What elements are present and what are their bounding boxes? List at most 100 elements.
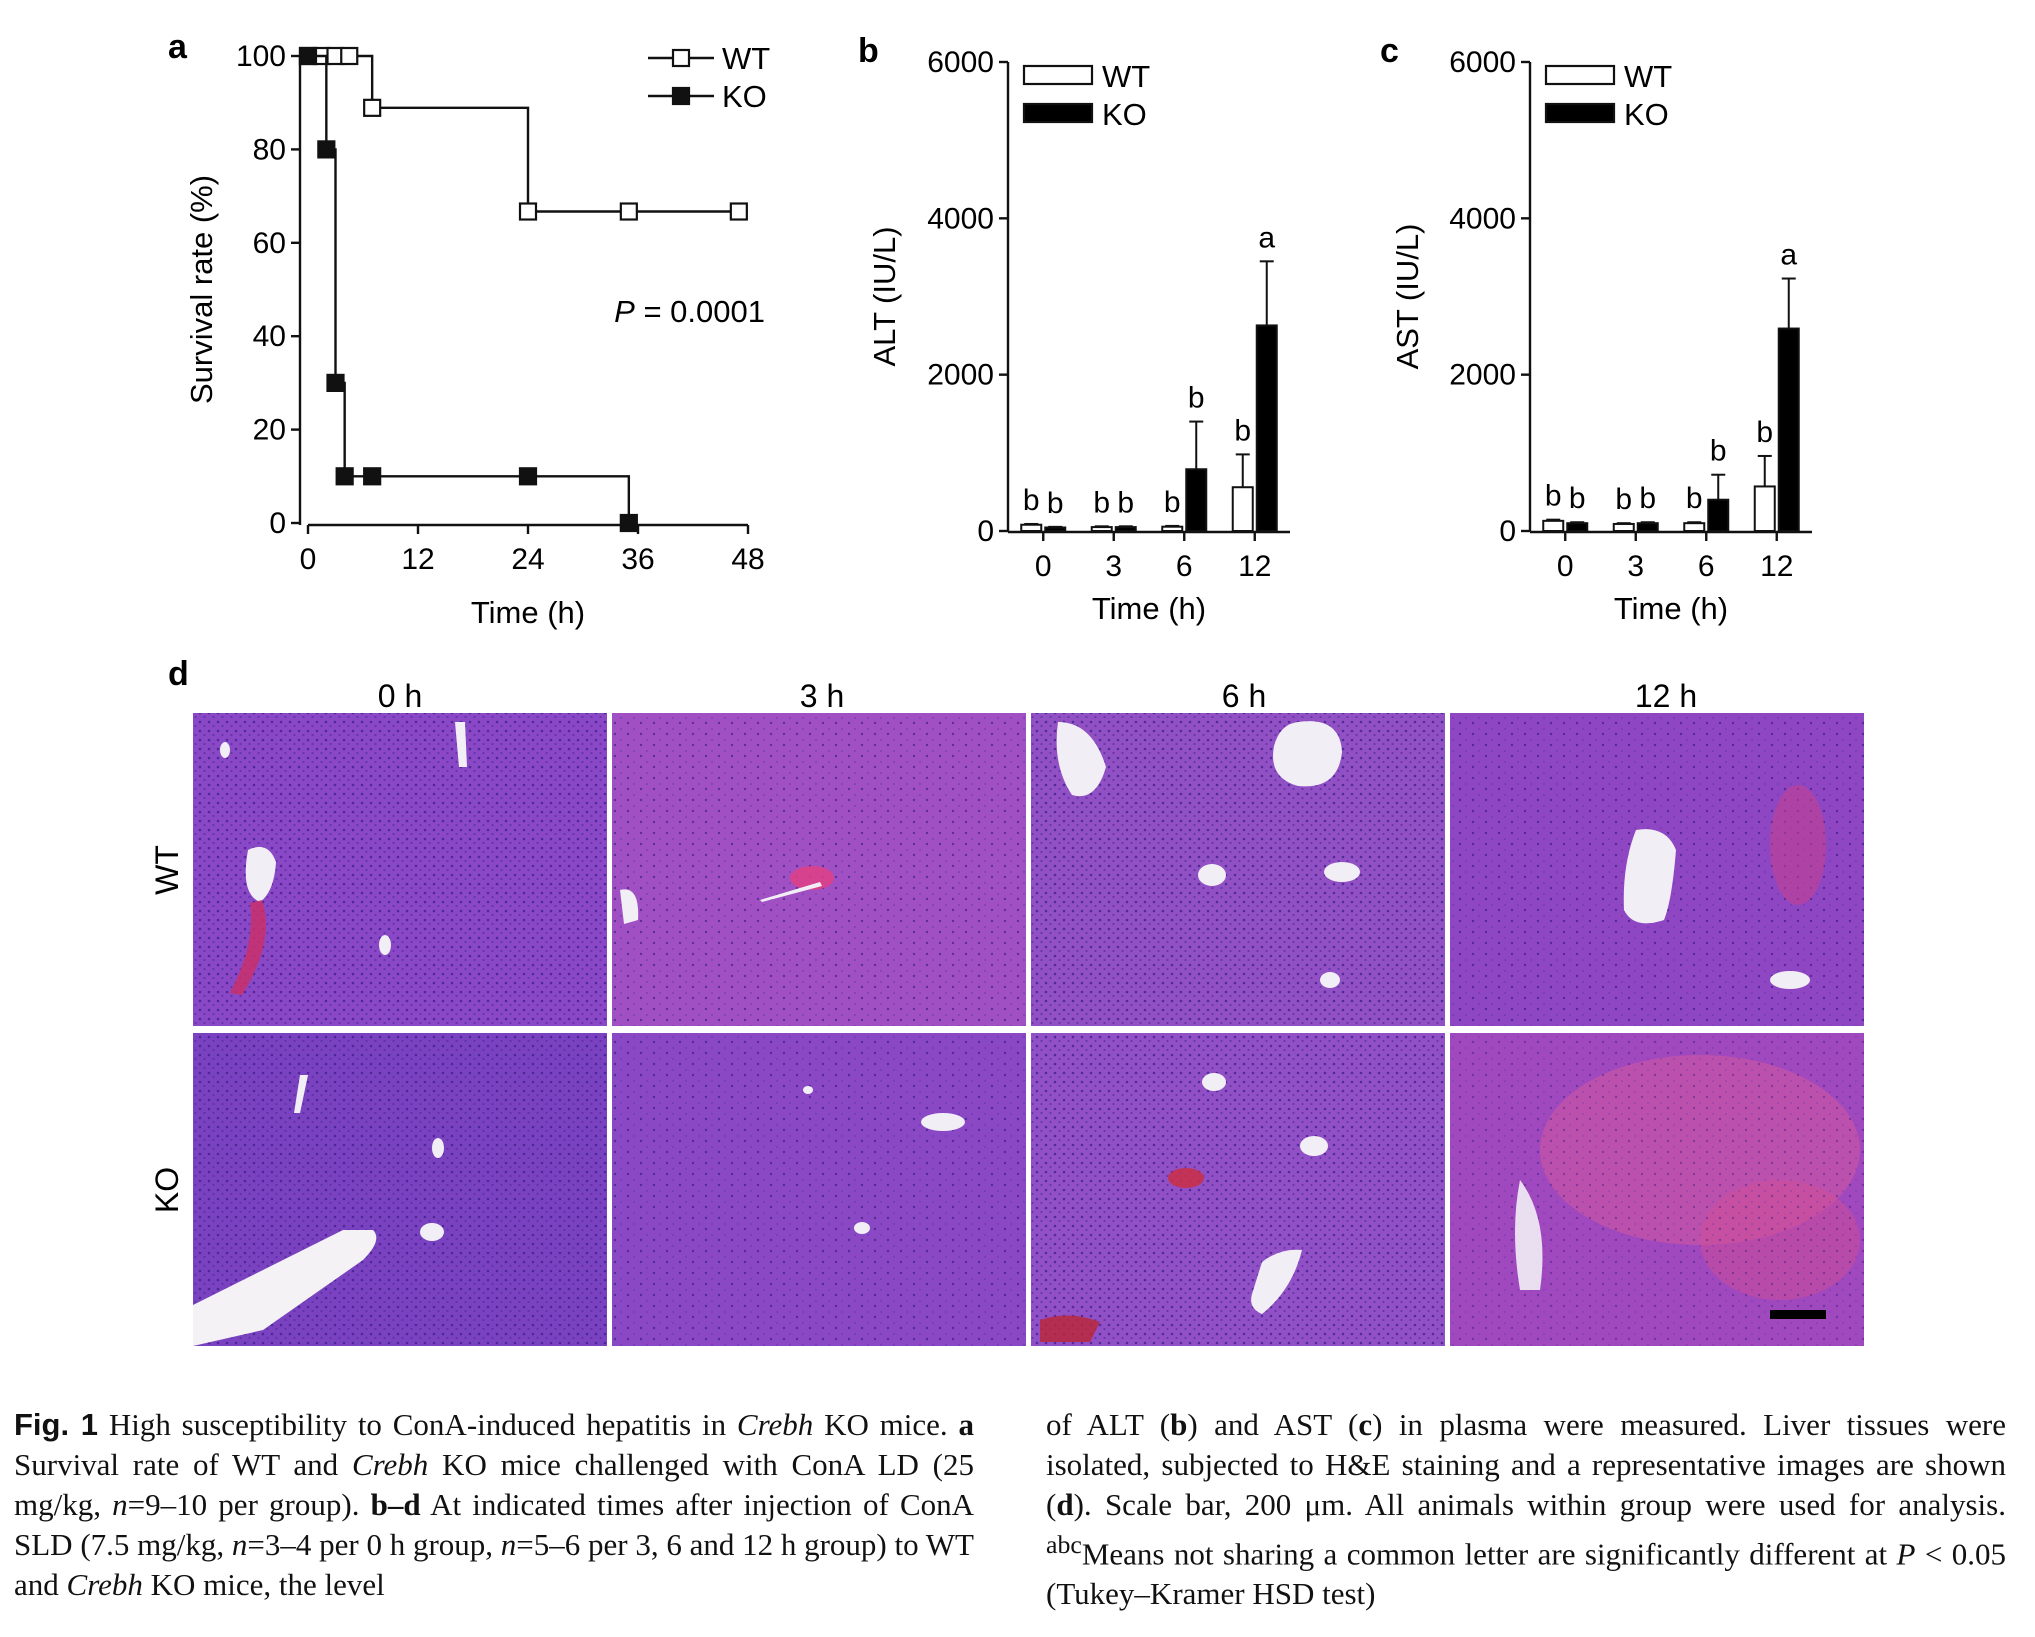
micrograph-wt-12h xyxy=(1450,713,1864,1026)
micrograph-wt-6h xyxy=(1031,713,1445,1026)
caption-run: High susceptibility to ConA-induced hepa… xyxy=(98,1407,737,1442)
caption-run: b–d xyxy=(370,1487,421,1522)
x-tick-label: 6 xyxy=(1698,550,1715,583)
bar-ko xyxy=(1777,327,1800,532)
significance-letter: b xyxy=(1188,382,1205,415)
significance-letter: b xyxy=(1047,487,1064,520)
caption-run: Means not sharing a common letter are si… xyxy=(1081,1536,1897,1572)
survival-chart: 0 20 40 60 80 100 0 12 24 36 48 Time (h) Survival ra… xyxy=(184,40,770,630)
y-tick-label: 6000 xyxy=(927,46,994,79)
legend-label-ko: KO xyxy=(1102,97,1147,132)
col-label-3h: 3 h xyxy=(800,678,844,714)
legend-swatch-ko xyxy=(1022,102,1094,124)
y-tick-label: 60 xyxy=(253,227,286,260)
x-tick-label: 12 xyxy=(401,543,434,576)
micrograph-ko-12h xyxy=(1450,1033,1864,1346)
y-tick-label: 0 xyxy=(977,515,994,548)
bar-wt xyxy=(1231,486,1254,532)
y-tick-label: 20 xyxy=(253,414,286,447)
marker-ko xyxy=(363,467,382,486)
caption-run: n xyxy=(112,1487,128,1522)
panel-c-label: c xyxy=(1380,32,1399,70)
panel-b-label: b xyxy=(858,32,879,70)
significance-letter: b xyxy=(1093,486,1110,519)
significance-letter: a xyxy=(1780,239,1797,272)
significance-letter: b xyxy=(1639,482,1656,515)
histology-grid: 0 h 3 h 6 h 12 h WT KO xyxy=(149,678,1864,1346)
caption-run: a xyxy=(958,1407,975,1442)
x-tick-label: 12 xyxy=(1760,550,1793,583)
caption-run: Crebh xyxy=(736,1407,814,1442)
marker-wt xyxy=(518,202,538,221)
caption-run: =9–10 per group). xyxy=(127,1487,371,1522)
legend-marker-wt xyxy=(671,48,691,68)
y-tick-label: 100 xyxy=(236,40,286,73)
legend-swatch-wt xyxy=(1544,64,1616,86)
p-value-rest: = 0.0001 xyxy=(635,294,765,329)
significance-letter: b xyxy=(1569,482,1586,515)
y-tick-label: 0 xyxy=(269,507,286,540)
x-axis-title: Time (h) xyxy=(1092,591,1206,626)
significance-letter: b xyxy=(1710,435,1727,468)
y-tick-label: 80 xyxy=(253,133,286,166)
marker-wt xyxy=(340,46,359,66)
micrograph-wt-0h xyxy=(193,713,607,1026)
legend-swatch-wt xyxy=(1022,64,1094,86)
survival-line-wt xyxy=(308,54,748,213)
significance-letter: b xyxy=(1117,486,1134,519)
panel-a-label: a xyxy=(168,28,188,66)
bar-wt xyxy=(1612,522,1635,533)
bar-wt xyxy=(1020,523,1043,532)
caption-run: d xyxy=(1056,1487,1074,1522)
y-tick-label: 40 xyxy=(253,320,286,353)
col-label-6h: 6 h xyxy=(1222,678,1266,714)
p-value-annotation: P = 0.0001 xyxy=(614,294,765,329)
legend-marker-ko xyxy=(671,86,691,106)
caption-run: =3–4 per 0 h group, xyxy=(247,1527,501,1562)
y-tick-label: 4000 xyxy=(927,202,994,235)
bar-ko xyxy=(1255,324,1278,532)
caption-run: b xyxy=(1170,1407,1188,1442)
y-tick-label: 6000 xyxy=(1449,46,1516,79)
significance-letter: b xyxy=(1234,414,1251,447)
micrograph-ko-6h xyxy=(1031,1033,1445,1346)
y-axis-title: Survival rate (%) xyxy=(184,175,219,404)
x-tick-label: 0 xyxy=(1035,550,1052,583)
bar-ko xyxy=(1636,522,1659,533)
legend-label-ko: KO xyxy=(722,79,767,114)
caption-run: P xyxy=(1896,1536,1916,1572)
caption-run: At indicated times after injection of Co… xyxy=(14,1487,975,1562)
bar-ko xyxy=(1185,468,1208,532)
caption-run: ). Scale bar, 200 μm. All animals within… xyxy=(1073,1487,2006,1522)
marker-ko xyxy=(317,140,336,159)
significance-letter: b xyxy=(1545,480,1562,513)
micrograph-ko-3h xyxy=(612,1033,1026,1346)
marker-wt xyxy=(729,202,748,221)
caption-run: ) and AST ( xyxy=(1187,1407,1359,1442)
col-label-0h: 0 h xyxy=(378,678,422,714)
row-label-wt: WT xyxy=(149,845,185,895)
col-label-12h: 12 h xyxy=(1635,678,1697,714)
caption-run: abc xyxy=(1046,1530,1082,1559)
marker-wt xyxy=(363,98,382,117)
significance-letter: b xyxy=(1686,482,1703,515)
legend-swatch-ko xyxy=(1544,102,1616,124)
y-axis-title: AST (IU/L) xyxy=(1390,224,1425,370)
x-tick-label: 0 xyxy=(1557,550,1574,583)
x-tick-label: 48 xyxy=(731,543,764,576)
figure-1: a b c d 0 20 40 60 80 100 0 12 24 36 48 Time (h) Sur… xyxy=(149,28,1864,1346)
marker-wt xyxy=(619,202,638,221)
x-tick-label: 6 xyxy=(1176,550,1193,583)
caption-run: KO mice challenged with ConA LD (25 mg/k… xyxy=(14,1447,974,1522)
bar-wt xyxy=(1683,522,1706,533)
caption-run: Survival rate of WT and xyxy=(14,1447,352,1482)
marker-ko xyxy=(518,467,538,486)
caption-run: n xyxy=(231,1527,248,1562)
y-tick-label: 0 xyxy=(1499,515,1516,548)
y-tick-label: 4000 xyxy=(1449,202,1516,235)
micrograph-wt-3h xyxy=(612,713,1026,1026)
x-tick-label: 3 xyxy=(1105,550,1122,583)
survival-line-ko xyxy=(308,54,631,523)
caption-run: c xyxy=(1358,1407,1373,1442)
